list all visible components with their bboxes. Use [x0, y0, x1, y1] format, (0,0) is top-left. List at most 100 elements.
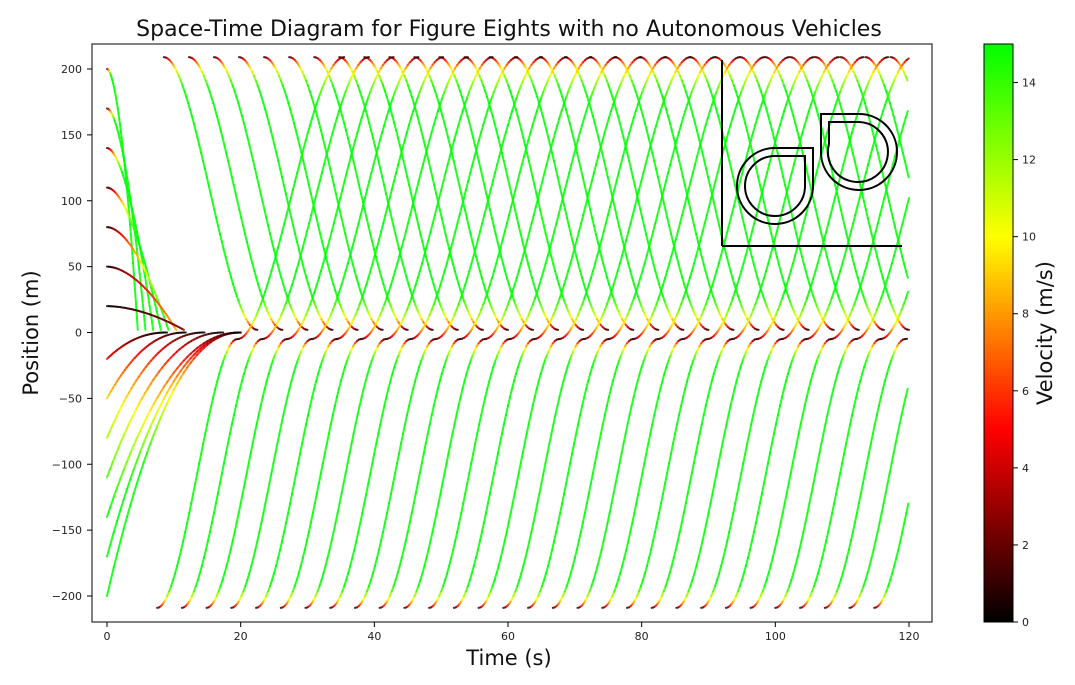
colorbar: 0 2 4 6 8 10 12 14 Velocity (m/s): [983, 43, 1057, 629]
trajectory-lower: [527, 338, 610, 609]
chart-title: Space-Time Diagram for Figure Eights wit…: [136, 17, 882, 42]
trajectory-lower-continue: [409, 56, 519, 341]
trajectory-initial-upper: [106, 68, 139, 331]
trajectory-upper: [689, 56, 785, 331]
x-tick-label: 120: [899, 630, 920, 643]
figure-eight-inset: [721, 60, 902, 247]
trajectory-upper: [237, 56, 334, 331]
trajectory-lower-continue: [879, 290, 910, 341]
y-tick-label: −50: [59, 392, 82, 405]
trajectory-upper: [438, 56, 535, 331]
trajectory-lower: [675, 338, 758, 609]
y-axis: −200 −150 −100 −50 0 50 100 150 200: [52, 63, 92, 603]
trajectory-lower-continue: [384, 56, 494, 341]
trajectory-lower-continue: [359, 56, 469, 341]
trajectory-upper: [212, 56, 309, 331]
trajectory-lower: [279, 338, 362, 609]
y-tick-label: −100: [52, 458, 82, 471]
trajectory-lower: [551, 338, 634, 609]
trajectory-initial-lower: [106, 331, 169, 360]
y-tick-label: −200: [52, 590, 82, 603]
trajectory-lower-continue: [582, 56, 692, 341]
trajectory-upper: [363, 56, 459, 331]
trajectory-lower-continue: [285, 56, 395, 341]
trajectory-initial-lower: [106, 331, 242, 597]
trajectory-upper: [288, 56, 384, 331]
trajectory-lower: [304, 338, 387, 609]
trajectory-lower: [403, 338, 486, 609]
trajectory-initial-upper: [106, 147, 155, 331]
trajectory-lower-continue: [236, 56, 346, 341]
trajectory-initial-lower: [106, 331, 242, 518]
x-tick-label: 0: [104, 630, 111, 643]
trajectory-lower-continue: [335, 56, 445, 341]
trajectory-lower-continue: [780, 56, 890, 341]
trajectory-lower-continue: [458, 56, 568, 341]
trajectory-initial-upper: [106, 305, 185, 331]
trajectory-upper: [413, 56, 509, 331]
trajectory-lower: [576, 338, 659, 609]
trajectory-lower: [724, 338, 808, 609]
trajectory-lower: [823, 338, 906, 609]
x-axis: 0 20 40 60 80 100 120: [104, 622, 920, 643]
trajectory-lower: [625, 338, 709, 609]
trajectory-lower-continue: [854, 197, 910, 341]
x-tick-label: 60: [501, 630, 515, 643]
colorbar-gradient: [983, 43, 1014, 623]
trajectory-upper: [638, 56, 735, 331]
plot-area: [91, 43, 933, 623]
y-tick-label: 200: [61, 63, 82, 76]
trajectory-upper: [313, 56, 409, 331]
trajectory-initial-upper: [106, 265, 178, 331]
colorbar-tick-label: 14: [1022, 77, 1036, 90]
x-axis-label: Time (s): [465, 646, 551, 670]
colorbar-tick-label: 8: [1022, 308, 1029, 321]
trajectory-upper: [263, 56, 359, 331]
trajectory-lower-continue: [706, 56, 816, 341]
trajectory-lower: [230, 338, 313, 609]
trajectory-initial-lower: [106, 331, 187, 400]
trajectory-lower-continue: [261, 56, 370, 341]
trajectory-lower-continue: [631, 56, 741, 341]
trajectory-lower: [799, 338, 882, 609]
colorbar-tick-label: 6: [1022, 385, 1029, 398]
y-tick-label: 50: [68, 261, 82, 274]
colorbar-tick-label: 12: [1022, 154, 1036, 167]
trajectory-upper: [338, 56, 434, 331]
trajectory-lower: [156, 338, 239, 609]
trajectory-lower: [452, 338, 536, 609]
trajectory-lower: [329, 338, 412, 609]
trajectory-lower: [502, 338, 585, 609]
trajectory-lower: [774, 338, 857, 609]
y-axis-label: Position (m): [19, 270, 43, 395]
trajectory-lower-continue: [483, 56, 593, 341]
trajectory-lower: [601, 338, 684, 609]
trajectory-initial-lower: [106, 331, 225, 479]
trajectory-upper: [388, 56, 484, 331]
trajectory-lower-continue: [730, 56, 840, 341]
colorbar-label: Velocity (m/s): [1033, 261, 1057, 405]
trajectory-upper: [513, 56, 610, 331]
trajectory-upper: [764, 56, 860, 331]
trajectory-upper: [538, 56, 635, 331]
trajectory-lower-continue: [533, 56, 642, 341]
x-tick-label: 80: [635, 630, 649, 643]
trajectory-lower: [873, 502, 910, 609]
colorbar-tick-label: 4: [1022, 462, 1029, 475]
trajectory-lower: [180, 338, 264, 609]
trajectory-lower-continue: [607, 56, 717, 341]
x-tick-label: 20: [234, 630, 248, 643]
trajectory-lower: [650, 338, 733, 609]
trajectory-lower-continue: [656, 56, 766, 341]
trajectory-lower-continue: [805, 57, 910, 341]
trajectory-lower: [353, 338, 437, 609]
y-tick-label: 150: [61, 129, 82, 142]
trajectory-upper: [664, 56, 760, 331]
trajectory-upper: [187, 56, 284, 331]
trajectory-upper: [588, 56, 685, 331]
trajectory-lower-continue: [829, 110, 909, 341]
trajectory-lines: [106, 56, 910, 609]
trajectory-lower: [700, 338, 783, 609]
colorbar-ticks: 0 2 4 6 8 10 12 14: [1013, 77, 1036, 629]
